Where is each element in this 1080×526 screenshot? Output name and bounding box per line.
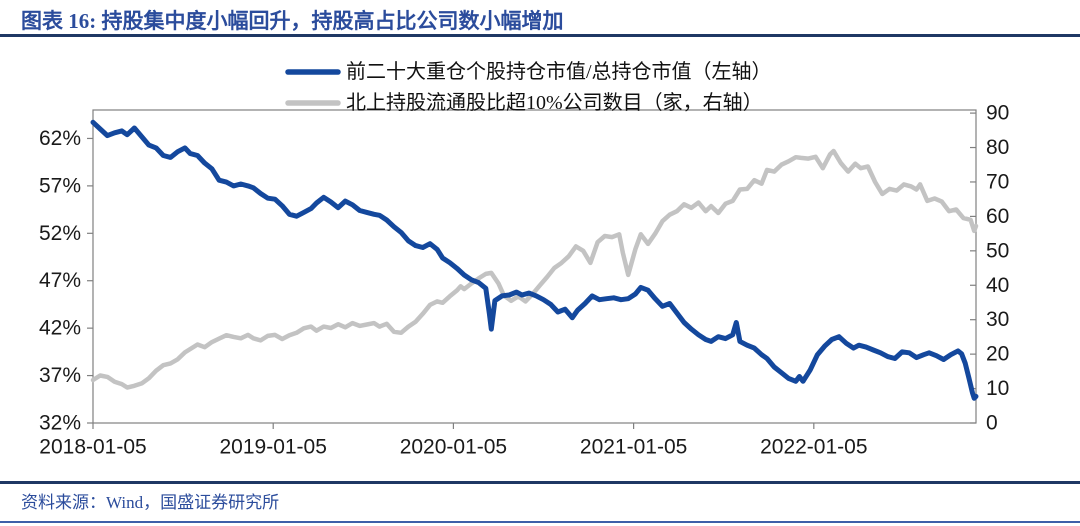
right-axis-tick-label: 90 (986, 102, 1009, 125)
series-line-company-count (90, 148, 979, 390)
figure-title: 图表 16: 持股集中度小幅回升，持股高占比公司数小幅增加 (21, 9, 564, 33)
x-axis-tick-label: 2019-01-05 (219, 436, 326, 459)
legend-label: 北上持股流通股比超10%公司数目（家，右轴） (346, 91, 763, 114)
left-axis-tick-label: 52% (39, 222, 81, 245)
x-axis-tick-label: 2020-01-05 (400, 436, 507, 459)
left-axis-tick-label: 37% (39, 364, 81, 387)
right-axis-tick-label: 60 (986, 205, 1009, 228)
left-axis-tick-label: 57% (39, 174, 81, 197)
left-axis-tick-label: 42% (39, 317, 81, 340)
chart-svg: 32% 37% 42% 47% 52% 57% 62% 0 10 20 30 40 50 60 70 80 90… (39, 60, 1009, 459)
x-axis-tick-label: 2021-01-05 (580, 436, 687, 459)
left-axis-tick-label: 32% (39, 412, 81, 435)
plot-frame (92, 109, 977, 424)
right-axis-tick-label: 40 (986, 274, 1009, 297)
right-axis-tick-label: 20 (986, 343, 1009, 366)
series-line-concentration (90, 119, 979, 401)
dual-axis-line-chart: 32% 37% 42% 47% 52% 57% 62% 0 10 20 30 40 50 60 70 80 90… (0, 48, 1080, 478)
x-axis-tick-label: 2018-01-05 (39, 436, 146, 459)
left-axis-tick-label: 47% (39, 269, 81, 292)
x-axis-tick-label: 2022-01-05 (760, 436, 867, 459)
right-axis-tick-label: 0 (986, 412, 998, 435)
bottom-border-rule (0, 521, 1080, 523)
source-note: 资料来源：Wind，国盛证券研究所 (21, 493, 280, 512)
title-rule-divider (0, 34, 1080, 37)
right-axis-tick-label: 50 (986, 239, 1009, 262)
right-axis-tick-label: 80 (986, 136, 1009, 159)
legend-label: 前二十大重仓个股持仓市值/总持仓市值（左轴） (346, 60, 772, 83)
source-rule-divider (0, 481, 1080, 484)
right-axis-tick-label: 30 (986, 308, 1009, 331)
right-axis-tick-label: 10 (986, 377, 1009, 400)
right-axis-tick-label: 70 (986, 170, 1009, 193)
left-axis-tick-label: 62% (39, 127, 81, 150)
